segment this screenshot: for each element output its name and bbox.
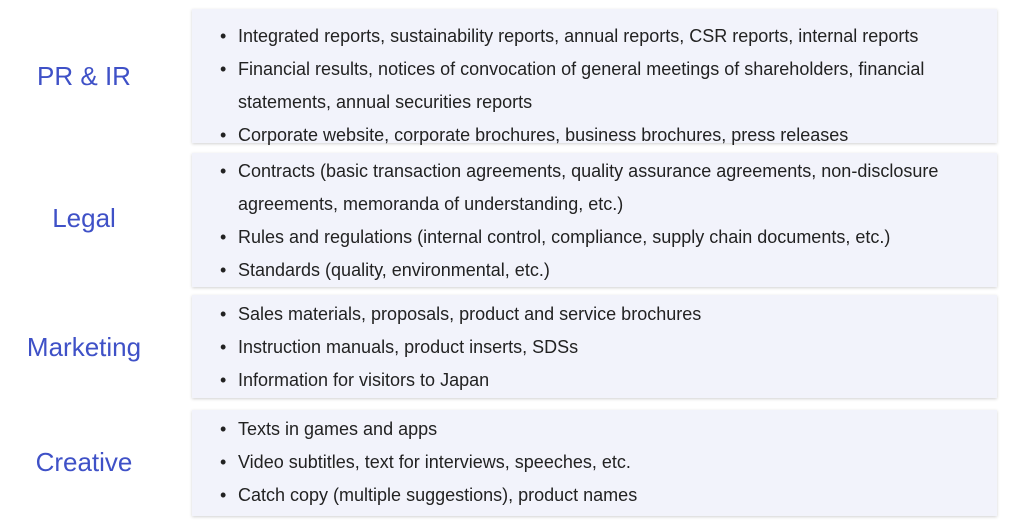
item-list: • Contracts (basic transaction agreements… xyxy=(220,155,997,287)
item-list: • Sales materials, proposals, product and… xyxy=(220,298,997,397)
bullet-icon: • xyxy=(220,370,227,390)
list-item-text: Texts in games and apps xyxy=(238,419,438,439)
list-item-text: Standards (quality, environmental, etc.) xyxy=(238,260,550,280)
list-item-text: Corporate website, corporate brochures, … xyxy=(238,125,849,145)
category-card: • Integrated reports, sustainability repo… xyxy=(192,9,997,145)
list-item-text: Instruction manuals, product inserts, SD… xyxy=(238,337,579,357)
bullet-icon: • xyxy=(220,125,227,145)
list-item: • Video subtitles, text for interviews, s… xyxy=(220,446,997,479)
bullet-icon: • xyxy=(220,419,227,439)
list-item-text: Catch copy (multiple suggestions), produ… xyxy=(238,485,638,505)
bullet-icon: • xyxy=(220,260,227,280)
list-item-text: Video subtitles, text for interviews, sp… xyxy=(238,452,631,472)
bullet-icon: • xyxy=(220,161,227,181)
item-list: • Integrated reports, sustainability repo… xyxy=(220,20,997,152)
bullet-icon: • xyxy=(220,452,227,472)
item-list: • Texts in games and apps • Video subtitle… xyxy=(220,413,997,512)
list-item: • Rules and regulations (internal control… xyxy=(220,221,997,254)
list-item-text: Rules and regulations (internal control,… xyxy=(238,227,891,247)
list-item: • Sales materials, proposals, product and… xyxy=(220,298,997,331)
list-item: • Financial results, notices of convocati… xyxy=(220,53,997,119)
category-label: PR & IR xyxy=(37,61,131,91)
list-item: • Instruction manuals, product inserts, S… xyxy=(220,331,997,364)
list-item-text: Integrated reports, sustainability repor… xyxy=(238,26,919,46)
bullet-icon: • xyxy=(220,26,227,46)
category-label: Legal xyxy=(52,203,116,233)
list-item: • Contracts (basic transaction agreements… xyxy=(220,155,997,221)
bullet-icon: • xyxy=(220,59,227,79)
list-item: • Standards (quality, environmental, etc.… xyxy=(220,254,997,287)
list-item: • Information for visitors to Japan xyxy=(220,364,997,397)
category-label: Marketing xyxy=(26,332,142,362)
list-item: • Integrated reports, sustainability repo… xyxy=(220,20,997,53)
list-item: • Corporate website, corporate brochures,… xyxy=(220,119,997,152)
category-label: Creative xyxy=(35,447,133,477)
list-item-text: Sales materials, proposals, product and … xyxy=(238,304,702,324)
category-card: • Sales materials, proposals, product and… xyxy=(192,295,997,398)
bullet-icon: • xyxy=(220,304,227,324)
list-item: • Catch copy (multiple suggestions), prod… xyxy=(220,479,997,512)
list-item: • Texts in games and apps xyxy=(220,413,997,446)
category-card: • Contracts (basic transaction agreements… xyxy=(192,153,997,287)
category-card: • Texts in games and apps • Video subtitle… xyxy=(192,410,997,516)
bullet-icon: • xyxy=(220,227,227,247)
bullet-icon: • xyxy=(220,337,227,357)
bullet-icon: • xyxy=(220,485,227,505)
list-item-text: Financial results, notices of convocatio… xyxy=(238,59,925,112)
list-item-text: Contracts (basic transaction agreements,… xyxy=(238,161,939,214)
list-item-text: Information for visitors to Japan xyxy=(238,370,490,390)
